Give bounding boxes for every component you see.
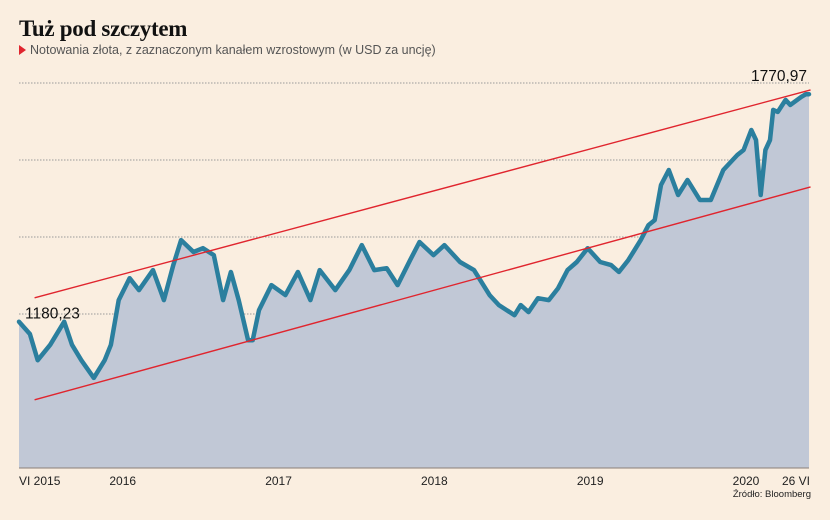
channel-upper-line (34, 89, 811, 299)
x-tick-label: 2018 (421, 474, 448, 488)
channel-lower-line (34, 186, 811, 401)
price-line (16, 91, 812, 381)
x-tick-label: 2019 (577, 474, 604, 488)
x-tick-label: 26 VI (782, 474, 810, 488)
x-axis-tick-labels: VI 2015 2016 2017 2018 2019 2020 26 VI (19, 474, 810, 488)
chart-subtitle-text: Notowania złota, z zaznaczonym kanałem w… (30, 43, 436, 57)
x-tick-label: 2020 (733, 474, 760, 488)
chart-title: Tuż pod szczytem (19, 16, 188, 41)
chart-subtitle: Notowania złota, z zaznaczonym kanałem w… (19, 43, 436, 57)
annotation-end-value: 1770,97 (751, 68, 807, 85)
source-credit: Źródło: Bloomberg (732, 489, 811, 500)
x-tick-label: 2017 (265, 474, 292, 488)
x-tick-label: 2016 (109, 474, 136, 488)
red-triangle-marker-icon (19, 45, 26, 55)
price-area-fill (19, 94, 809, 468)
x-tick-label: VI 2015 (19, 474, 61, 488)
annotation-start-value: 1180,23 (25, 306, 80, 323)
